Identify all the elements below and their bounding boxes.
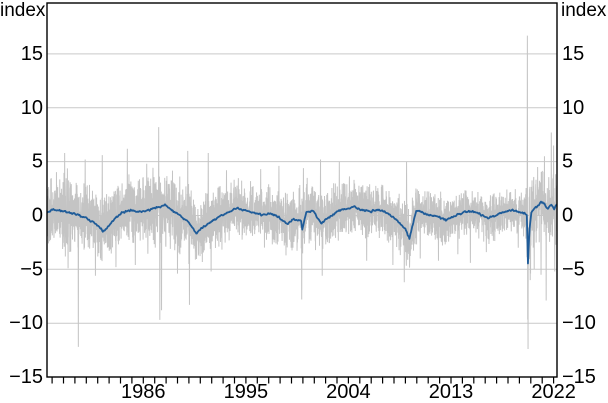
y-axis-tick-label-right: −10: [562, 312, 596, 334]
y-axis-tick-label-left: 15: [21, 43, 43, 65]
x-axis-tick-label: 1986: [121, 381, 166, 403]
y-axis-unit-label-left: index: [0, 0, 46, 21]
x-axis-tick-label: 2013: [429, 381, 474, 403]
y-axis-tick-label-right: 5: [562, 151, 573, 173]
y-axis-tick-label-right: 0: [562, 205, 573, 227]
y-axis-tick-label-left: 5: [32, 151, 43, 173]
y-axis-tick-label-right: 10: [562, 97, 584, 119]
y-axis-tick-label-left: 10: [21, 97, 43, 119]
y-axis-tick-label-left: −15: [9, 366, 43, 388]
y-axis-tick-label-right: 15: [562, 43, 584, 65]
gray-series-path: [47, 35, 557, 350]
y-axis-tick-label-left: −5: [20, 258, 43, 280]
y-axis-tick-label-right: −5: [562, 258, 585, 280]
y-axis-tick-label-left: −10: [9, 312, 43, 334]
y-axis-tick-label-right: −15: [562, 366, 596, 388]
smoothed-series-path: [47, 200, 557, 265]
y-axis-unit-label-right: index: [561, 0, 607, 21]
plot-frame: [46, 2, 558, 378]
y-axis-tick-label-left: 0: [32, 205, 43, 227]
x-axis-tick-label: 1995: [224, 381, 269, 403]
x-axis-tick-label: 2004: [326, 381, 371, 403]
x-axis-tick-label: 2022: [531, 381, 576, 403]
